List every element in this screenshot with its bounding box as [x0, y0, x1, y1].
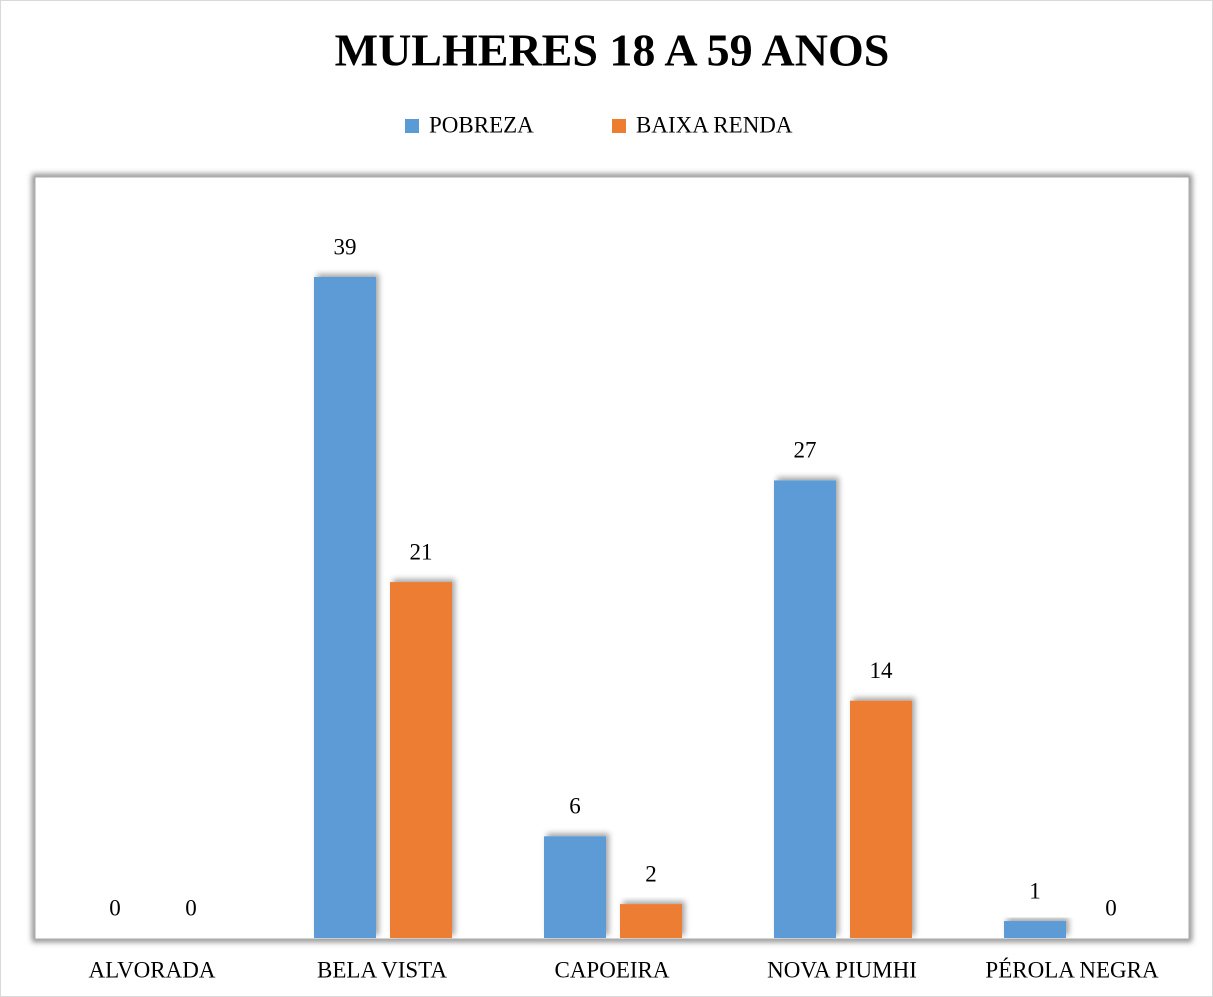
- data-label: 6: [569, 794, 581, 819]
- bar: [850, 700, 912, 938]
- data-label: 0: [1105, 895, 1117, 920]
- data-label: 21: [410, 539, 433, 564]
- bar: [774, 480, 836, 938]
- legend-swatch: [405, 119, 419, 133]
- x-tick-label: CAPOEIRA: [554, 957, 669, 982]
- bar: [314, 277, 376, 938]
- legend-swatch: [612, 119, 626, 133]
- legend-label: BAIXA RENDA: [636, 112, 793, 137]
- data-label: 0: [185, 895, 197, 920]
- data-label: 39: [334, 234, 357, 259]
- bar: [544, 836, 606, 938]
- x-tick-label: BELA VISTA: [317, 957, 447, 982]
- data-label: 1: [1029, 878, 1041, 903]
- bar: [1004, 921, 1066, 938]
- chart-title: MULHERES 18 A 59 ANOS: [335, 25, 890, 76]
- x-tick-label: PÉROLA NEGRA: [985, 957, 1159, 982]
- bar: [620, 904, 682, 938]
- data-label: 14: [870, 658, 894, 683]
- data-label: 27: [794, 438, 817, 463]
- x-tick-label: ALVORADA: [89, 957, 216, 982]
- bar: [390, 582, 452, 938]
- x-tick-label: NOVA PIUMHI: [767, 957, 917, 982]
- data-label: 0: [109, 895, 121, 920]
- plot-area: [34, 176, 1190, 940]
- legend-label: POBREZA: [429, 112, 534, 137]
- data-label: 2: [645, 861, 657, 886]
